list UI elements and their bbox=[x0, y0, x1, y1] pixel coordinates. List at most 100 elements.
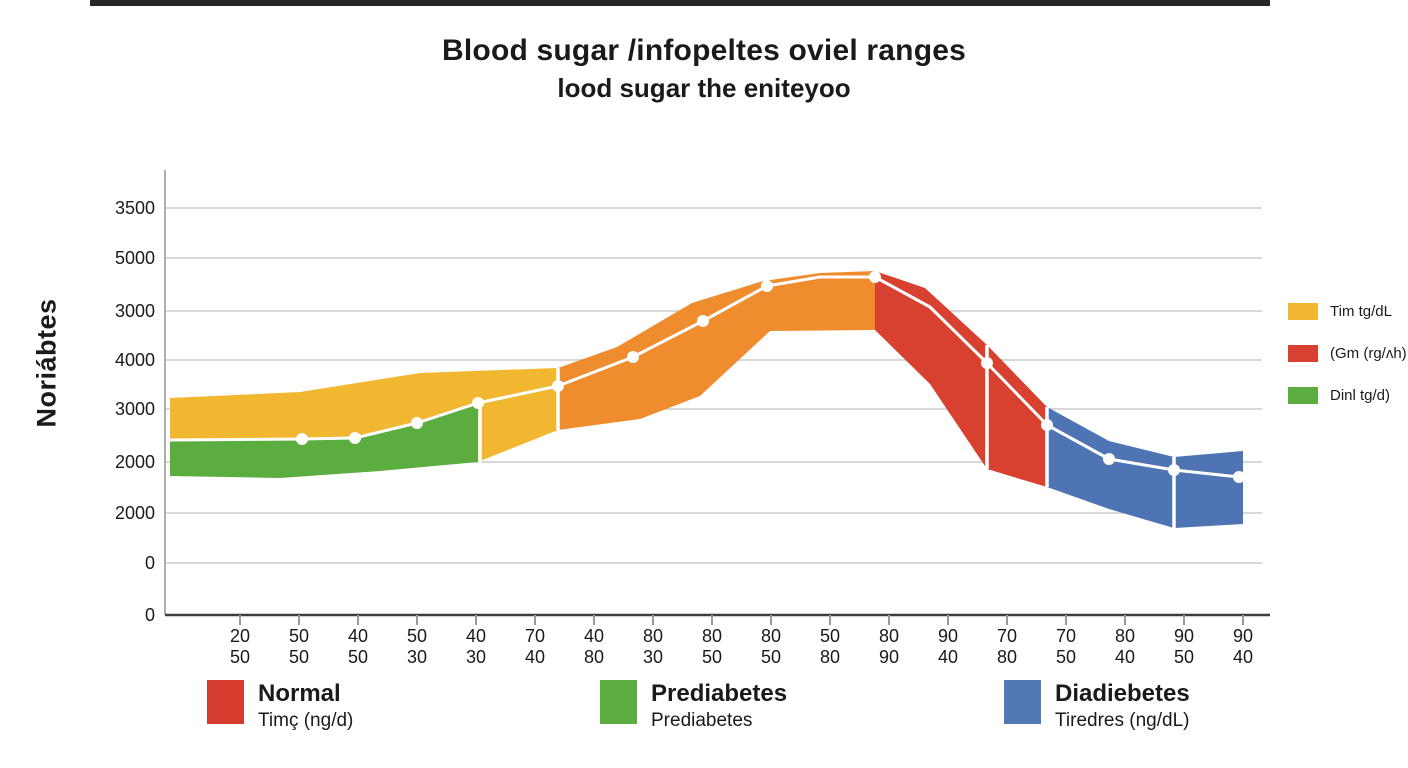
legend-subtitle: Timç (ng/d) bbox=[258, 710, 354, 731]
x-tick-label-top: 80 bbox=[878, 626, 900, 646]
legend-label: (Gm (rg/ʌh) bbox=[1330, 345, 1407, 362]
legend-right: Tim tg/dL (Gm (rg/ʌh) Dinl tg/d) bbox=[1288, 303, 1407, 429]
trend-line-marker bbox=[552, 380, 564, 392]
x-tick-label-top: 70 bbox=[1055, 626, 1077, 646]
x-tick-label-bottom: 40 bbox=[524, 647, 546, 667]
trend-line-marker bbox=[411, 417, 423, 429]
x-tick-label: 80 50 bbox=[742, 626, 800, 668]
legend-title: Prediabetes bbox=[651, 680, 788, 707]
x-tick-label-bottom: 30 bbox=[465, 647, 487, 667]
x-tick-label-top: 40 bbox=[347, 626, 369, 646]
x-tick-label-top: 80 bbox=[701, 626, 723, 646]
x-tick-label-top: 50 bbox=[819, 626, 841, 646]
legend-bottom-item: Diadiebetes Tiredres (ng/dL) bbox=[1004, 680, 1190, 732]
x-tick-label: 80 50 bbox=[683, 626, 741, 668]
top-clipped-bar bbox=[90, 0, 1270, 6]
legend-bottom-item: Normal Timç (ng/d) bbox=[207, 680, 353, 732]
legend-right-item: Tim tg/dL bbox=[1288, 303, 1407, 320]
y-tick-label: 4000 bbox=[114, 350, 155, 370]
x-tick-label-top: 70 bbox=[524, 626, 546, 646]
x-tick-label-top: 90 bbox=[1173, 626, 1195, 646]
x-tick-label: 20 50 bbox=[211, 626, 269, 668]
x-tick-label-bottom: 40 bbox=[1232, 647, 1254, 667]
x-tick-label-bottom: 50 bbox=[701, 647, 723, 667]
y-tick-label: 3000 bbox=[114, 301, 155, 321]
x-tick-label-bottom: 30 bbox=[406, 647, 428, 667]
x-tick-label: 40 80 bbox=[565, 626, 623, 668]
legend-subtitle: Tiredres (ng/dL) bbox=[1055, 710, 1190, 731]
x-tick-label-bottom: 50 bbox=[229, 647, 251, 667]
x-tick-label-top: 40 bbox=[465, 626, 487, 646]
y-tick-label: 2000 bbox=[114, 503, 155, 523]
trend-line-marker bbox=[1233, 471, 1245, 483]
y-tick-label: 0 bbox=[144, 605, 155, 625]
legend-label: Tim tg/dL bbox=[1330, 303, 1392, 320]
y-tick-label: 2000 bbox=[114, 452, 155, 472]
legend-text-column: Prediabetes Prediabetes bbox=[651, 680, 787, 732]
x-tick-label: 90 50 bbox=[1155, 626, 1213, 668]
legend-right-item: Dinl tg/d) bbox=[1288, 387, 1407, 404]
x-tick-label-top: 80 bbox=[760, 626, 782, 646]
legend-swatch bbox=[1004, 680, 1041, 724]
x-tick-label-bottom: 50 bbox=[1055, 647, 1077, 667]
trend-line-marker bbox=[296, 433, 308, 445]
trend-line-marker bbox=[472, 397, 484, 409]
x-tick-label: 70 80 bbox=[978, 626, 1036, 668]
x-tick-label-top: 20 bbox=[229, 626, 251, 646]
x-tick-label-bottom: 50 bbox=[760, 647, 782, 667]
legend-title: Diadiebetes bbox=[1055, 680, 1190, 707]
legend-swatch bbox=[1288, 345, 1318, 362]
x-tick-label-bottom: 90 bbox=[878, 647, 900, 667]
x-tick-label-top: 50 bbox=[288, 626, 310, 646]
trend-line-marker bbox=[627, 351, 639, 363]
red-band bbox=[875, 271, 1047, 487]
chart-subtitle: lood sugar the eniteyoo bbox=[557, 73, 851, 103]
x-tick-label-top: 80 bbox=[642, 626, 664, 646]
trend-line-marker bbox=[349, 432, 361, 444]
blue-band bbox=[1047, 407, 1243, 528]
x-tick-label: 50 30 bbox=[388, 626, 446, 668]
trend-line-marker bbox=[1041, 419, 1053, 431]
y-tick-label: 3000 bbox=[114, 399, 155, 419]
x-tick-label-top: 40 bbox=[583, 626, 605, 646]
x-tick-label: 40 50 bbox=[329, 626, 387, 668]
x-tick-label-bottom: 40 bbox=[937, 647, 959, 667]
x-tick-label: 50 80 bbox=[801, 626, 859, 668]
trend-line-marker bbox=[981, 357, 993, 369]
y-tick-label: 3500 bbox=[114, 198, 155, 218]
x-tick-label-bottom: 80 bbox=[583, 647, 605, 667]
title-block: Blood sugar /infopeltes oviel ranges loo… bbox=[0, 34, 1408, 104]
legend-swatch bbox=[1288, 303, 1318, 320]
x-tick-label: 40 30 bbox=[447, 626, 505, 668]
legend-swatch bbox=[1288, 387, 1318, 404]
x-tick-label-bottom: 30 bbox=[642, 647, 664, 667]
trend-line-marker bbox=[697, 315, 709, 327]
x-tick-label-bottom: 50 bbox=[347, 647, 369, 667]
x-tick-label-top: 90 bbox=[937, 626, 959, 646]
legend-text-column: Normal Timç (ng/d) bbox=[258, 680, 353, 732]
x-tick-label: 70 40 bbox=[506, 626, 564, 668]
orange-band bbox=[558, 271, 875, 430]
x-tick-label-top: 50 bbox=[406, 626, 428, 646]
legend-title: Normal bbox=[258, 680, 341, 707]
x-tick-label: 80 90 bbox=[860, 626, 918, 668]
x-tick-label: 80 30 bbox=[624, 626, 682, 668]
x-tick-label-top: 80 bbox=[1114, 626, 1136, 646]
legend-subtitle: Prediabetes bbox=[651, 710, 753, 731]
x-tick-label: 50 50 bbox=[270, 626, 328, 668]
x-tick-label: 80 40 bbox=[1096, 626, 1154, 668]
x-tick-label-bottom: 40 bbox=[1114, 647, 1136, 667]
trend-line-marker bbox=[869, 271, 881, 283]
legend-bottom-item: Prediabetes Prediabetes bbox=[600, 680, 787, 732]
y-tick-label: 0 bbox=[144, 553, 155, 573]
x-tick-label: 70 50 bbox=[1037, 626, 1095, 668]
x-tick-label-top: 90 bbox=[1232, 626, 1254, 646]
x-tick-label: 90 40 bbox=[1214, 626, 1272, 668]
legend-swatch bbox=[600, 680, 637, 724]
x-tick-label-bottom: 80 bbox=[819, 647, 841, 667]
legend-right-item: (Gm (rg/ʌh) bbox=[1288, 345, 1407, 362]
legend-swatch bbox=[207, 680, 244, 724]
chart-title: Blood sugar /infopeltes oviel ranges bbox=[442, 34, 966, 67]
trend-line-marker bbox=[761, 280, 773, 292]
